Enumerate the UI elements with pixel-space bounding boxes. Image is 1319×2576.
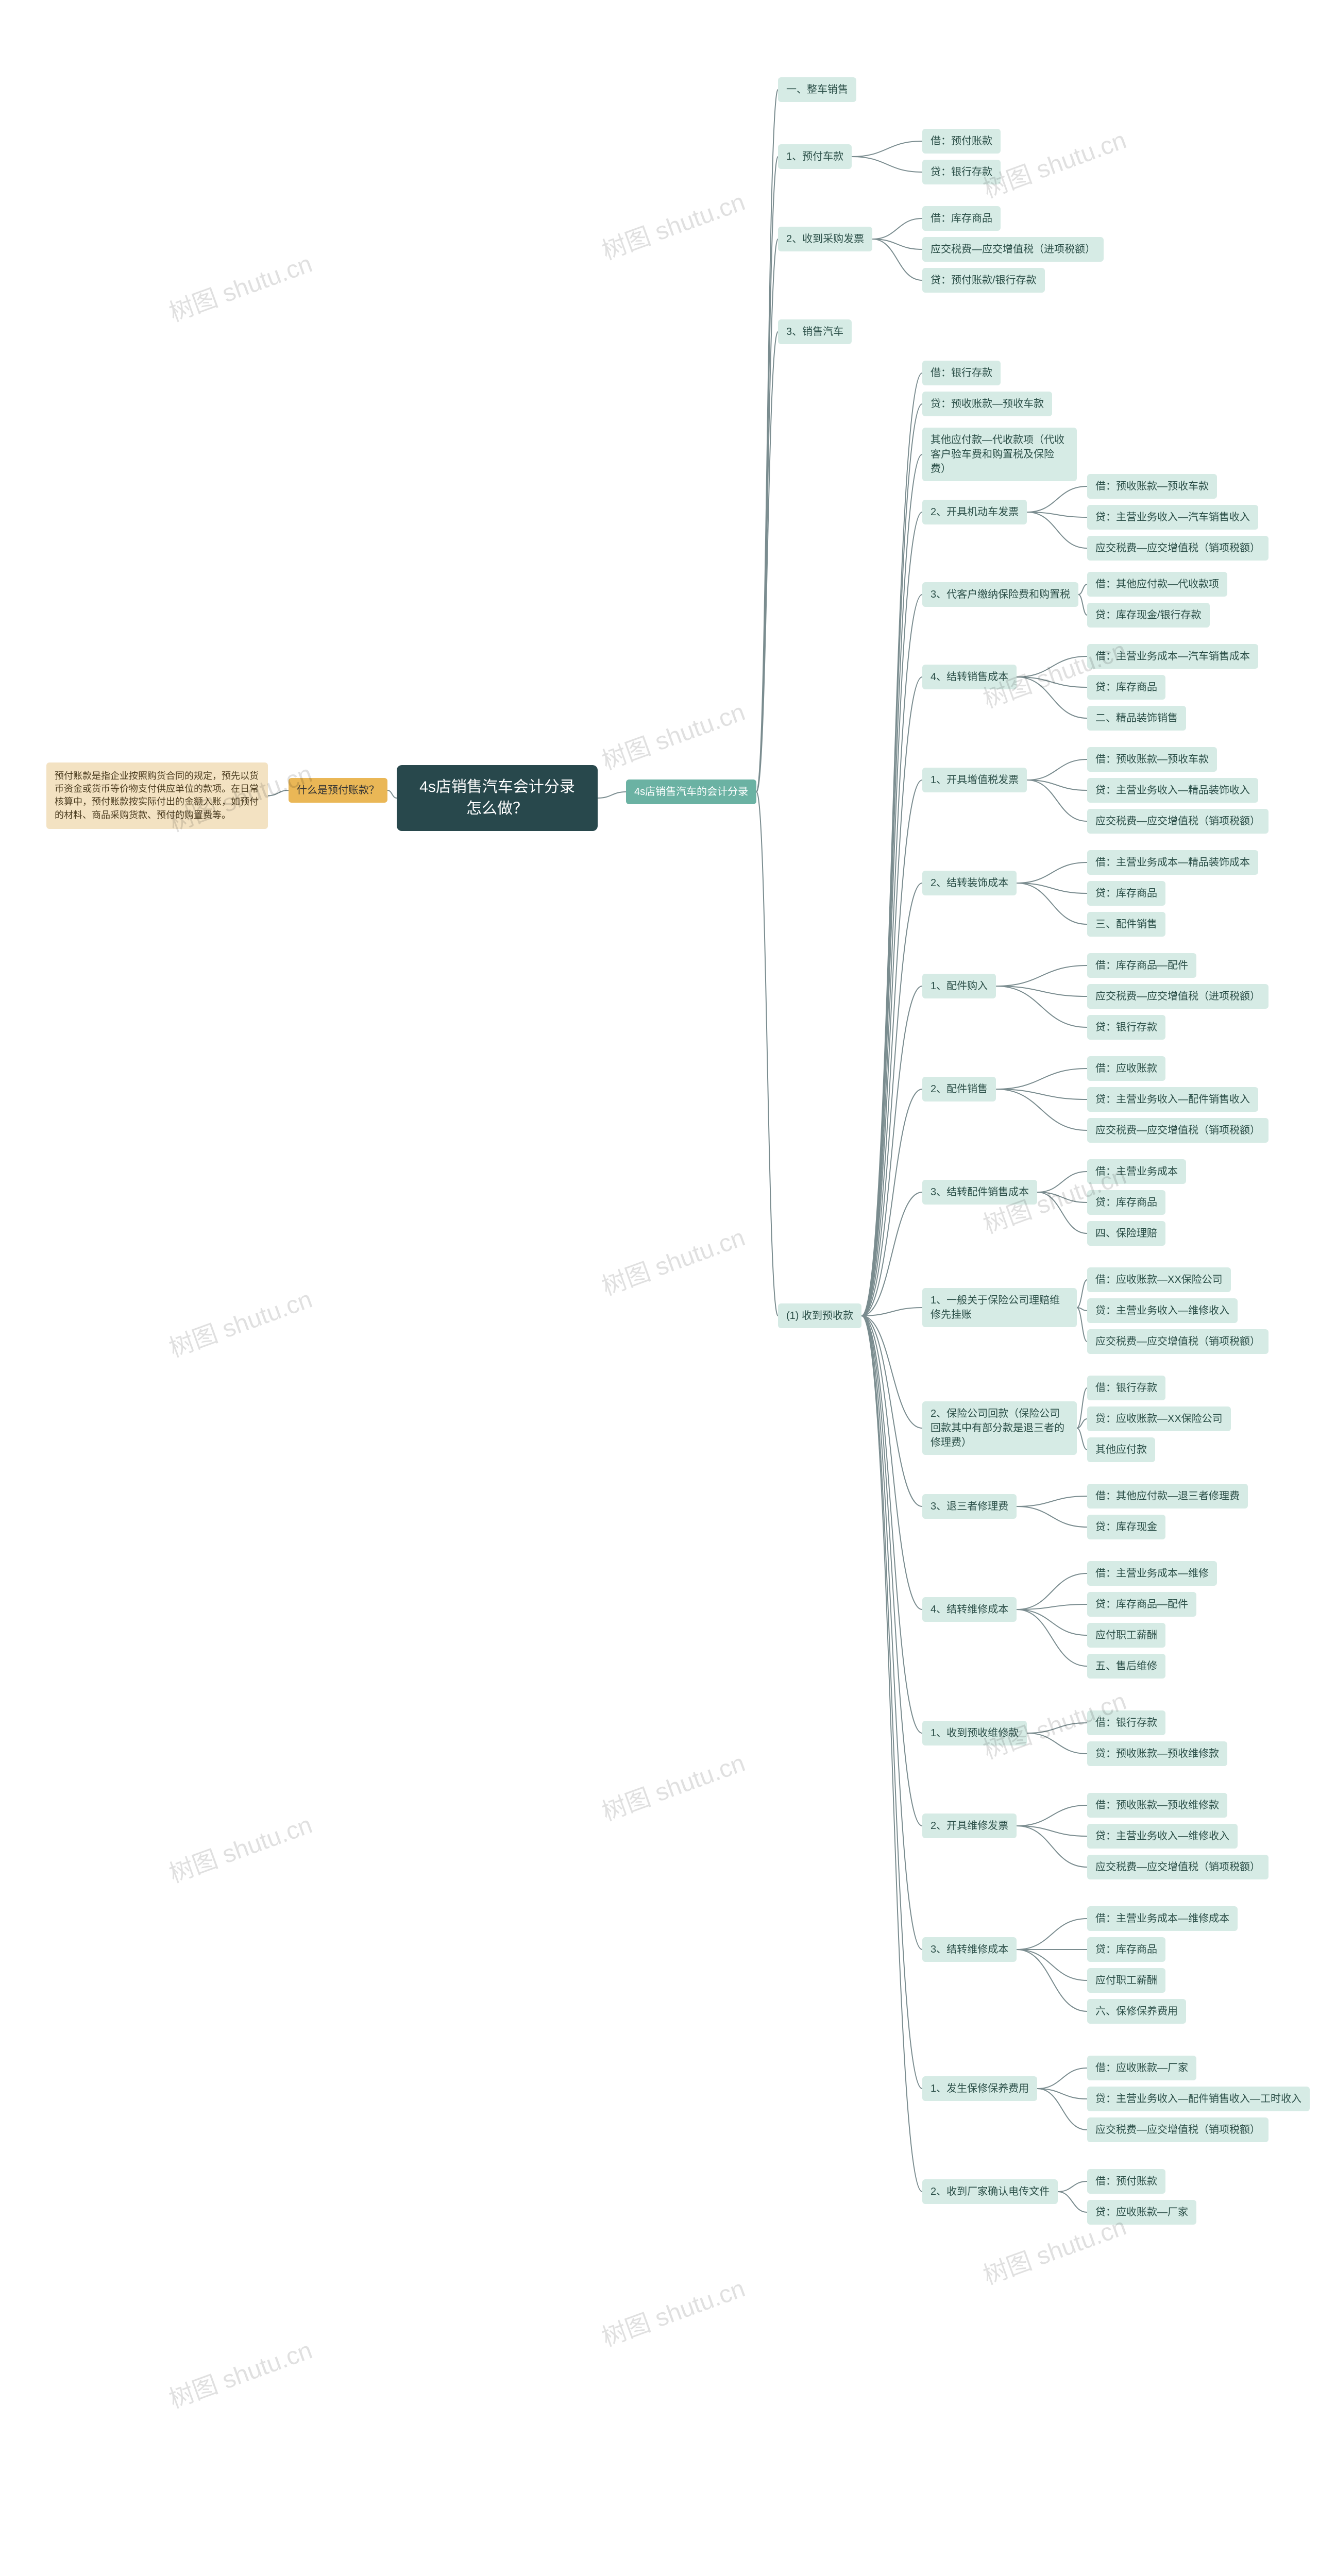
mindmap-node: 贷：应收账款—XX保险公司 bbox=[1087, 1406, 1231, 1431]
mindmap-node: 1、收到预收维修款 bbox=[922, 1721, 1027, 1745]
mindmap-node: 贷：应收账款—厂家 bbox=[1087, 2200, 1196, 2225]
mindmap-node: 贷：预付账款/银行存款 bbox=[922, 268, 1045, 293]
watermark: 树图 shutu.cn bbox=[596, 1742, 749, 1827]
mindmap-node: 应交税费—应交增值税（进项税额） bbox=[1087, 984, 1269, 1009]
mindmap-node: 贷：库存商品 bbox=[1087, 675, 1165, 700]
main-branch-node: 4s店销售汽车的会计分录 bbox=[626, 779, 756, 804]
mindmap-node: 贷：库存商品 bbox=[1087, 1190, 1165, 1215]
mindmap-node: 应交税费—应交增值税（销项税额） bbox=[1087, 1855, 1269, 1879]
mindmap-node: 借：库存商品 bbox=[922, 206, 1001, 231]
mindmap-node: 五、售后维修 bbox=[1087, 1654, 1165, 1679]
mindmap-node: 2、开具机动车发票 bbox=[922, 500, 1027, 524]
mindmap-node: 应交税费—应交增值税（进项税额） bbox=[922, 237, 1104, 262]
watermark: 树图 shutu.cn bbox=[596, 1217, 749, 1302]
root-node: 4s店销售汽车会计分录怎么做？ bbox=[397, 765, 598, 831]
watermark: 树图 shutu.cn bbox=[163, 1804, 316, 1889]
mindmap-node: 三、配件销售 bbox=[1087, 912, 1165, 937]
mindmap-node: 借：库存商品—配件 bbox=[1087, 953, 1196, 978]
mindmap-node: 1、发生保修保养费用 bbox=[922, 2076, 1037, 2101]
mindmap-node: 贷：预收账款—预收维修款 bbox=[1087, 1741, 1227, 1766]
mindmap-node: 贷：主营业务收入—汽车销售收入 bbox=[1087, 505, 1258, 530]
watermark: 树图 shutu.cn bbox=[163, 1279, 316, 1364]
mindmap-node: 1、开具增值税发票 bbox=[922, 768, 1027, 792]
question-node: 什么是预付账款？ bbox=[289, 778, 387, 803]
mindmap-node: 4、结转维修成本 bbox=[922, 1597, 1017, 1622]
watermark: 树图 shutu.cn bbox=[163, 243, 316, 328]
mindmap-node: 借：主营业务成本—维修成本 bbox=[1087, 1906, 1238, 1931]
mindmap-node: 借：银行存款 bbox=[1087, 1710, 1165, 1735]
mindmap-node: 借：应收账款 bbox=[1087, 1056, 1165, 1081]
mindmap-node: 贷：主营业务收入—精品装饰收入 bbox=[1087, 778, 1258, 803]
mindmap-node: 1、一般关于保险公司理赔维修先挂账 bbox=[922, 1288, 1077, 1327]
mindmap-node: 2、保险公司回款（保险公司回款其中有部分款是退三者的修理费） bbox=[922, 1401, 1077, 1455]
watermark: 树图 shutu.cn bbox=[596, 181, 749, 266]
mindmap-node: 贷：库存现金 bbox=[1087, 1515, 1165, 1539]
mindmap-node: 六、保修保养费用 bbox=[1087, 1999, 1186, 2024]
mindmap-node: 借：其他应付款—代收款项 bbox=[1087, 572, 1227, 597]
mindmap-node: 应交税费—应交增值税（销项税额） bbox=[1087, 2117, 1269, 2142]
mindmap-node: (1) 收到预收款 bbox=[778, 1303, 861, 1328]
mindmap-node: 其他应付款—代收款项（代收客户验车费和购置税及保险费） bbox=[922, 428, 1077, 481]
mindmap-node: 贷：预收账款—预收车款 bbox=[922, 392, 1052, 416]
mindmap-node: 应交税费—应交增值税（销项税额） bbox=[1087, 1329, 1269, 1354]
watermark: 树图 shutu.cn bbox=[596, 691, 749, 776]
mindmap-node: 3、退三者修理费 bbox=[922, 1494, 1017, 1519]
mindmap-node: 借：主营业务成本—汽车销售成本 bbox=[1087, 644, 1258, 669]
mindmap-node: 应交税费—应交增值税（销项税额） bbox=[1087, 536, 1269, 561]
mindmap-node: 贷：库存现金/银行存款 bbox=[1087, 603, 1210, 628]
mindmap-node: 贷：库存商品 bbox=[1087, 1937, 1165, 1962]
mindmap-node: 4、结转销售成本 bbox=[922, 665, 1017, 689]
mindmap-node: 2、收到采购发票 bbox=[778, 227, 872, 251]
mindmap-node: 贷：主营业务收入—配件销售收入 bbox=[1087, 1087, 1258, 1112]
mindmap-node: 借：应收账款—XX保险公司 bbox=[1087, 1267, 1231, 1292]
mindmap-node: 3、销售汽车 bbox=[778, 319, 852, 344]
mindmap-node: 一、整车销售 bbox=[778, 77, 856, 102]
mindmap-node: 借：银行存款 bbox=[1087, 1376, 1165, 1400]
definition-node: 预付账款是指企业按照购货合同的规定，预先以货币资金或货币等价物支付供应单位的款项… bbox=[46, 762, 268, 829]
mindmap-node: 3、结转维修成本 bbox=[922, 1937, 1017, 1962]
watermark: 树图 shutu.cn bbox=[596, 2268, 749, 2353]
mindmap-node: 3、结转配件销售成本 bbox=[922, 1180, 1037, 1205]
mindmap-node: 1、配件购入 bbox=[922, 974, 996, 998]
mindmap-node: 四、保险理赔 bbox=[1087, 1221, 1165, 1246]
mindmap-node: 借：应收账款—厂家 bbox=[1087, 2056, 1196, 2080]
mindmap-node: 二、精品装饰销售 bbox=[1087, 706, 1186, 731]
mindmap-node: 应付职工薪酬 bbox=[1087, 1623, 1165, 1648]
mindmap-node: 2、配件销售 bbox=[922, 1077, 996, 1101]
mindmap-node: 借：主营业务成本—精品装饰成本 bbox=[1087, 850, 1258, 875]
mindmap-node: 借：其他应付款—退三者修理费 bbox=[1087, 1484, 1248, 1509]
mindmap-node: 借：银行存款 bbox=[922, 361, 1001, 385]
mindmap-node: 借：预收账款—预收车款 bbox=[1087, 747, 1217, 772]
mindmap-node: 借：主营业务成本 bbox=[1087, 1159, 1186, 1184]
mindmap-node: 贷：主营业务收入—维修收入 bbox=[1087, 1824, 1238, 1849]
mindmap-node: 其他应付款 bbox=[1087, 1437, 1155, 1462]
mindmap-node: 贷：银行存款 bbox=[922, 160, 1001, 184]
mindmap-node: 1、预付车款 bbox=[778, 144, 852, 169]
mindmap-node: 贷：主营业务收入—维修收入 bbox=[1087, 1298, 1238, 1323]
mindmap-node: 应付职工薪酬 bbox=[1087, 1968, 1165, 1993]
mindmap-node: 借：预收账款—预收维修款 bbox=[1087, 1793, 1227, 1818]
mindmap-node: 2、收到厂家确认电传文件 bbox=[922, 2179, 1058, 2204]
mindmap-node: 借：预收账款—预收车款 bbox=[1087, 474, 1217, 499]
mindmap-node: 2、结转装饰成本 bbox=[922, 871, 1017, 895]
mindmap-node: 贷：主营业务收入—配件销售收入—工时收入 bbox=[1087, 2087, 1310, 2111]
mindmap-node: 贷：银行存款 bbox=[1087, 1015, 1165, 1040]
mindmap-node: 借：主营业务成本—维修 bbox=[1087, 1561, 1217, 1586]
mindmap-node: 借：预付账款 bbox=[922, 129, 1001, 154]
mindmap-node: 贷：库存商品—配件 bbox=[1087, 1592, 1196, 1617]
watermark: 树图 shutu.cn bbox=[163, 2330, 316, 2415]
mindmap-node: 3、代客户缴纳保险费和购置税 bbox=[922, 582, 1078, 607]
mindmap-node: 贷：库存商品 bbox=[1087, 881, 1165, 906]
mindmap-node: 应交税费—应交增值税（销项税额） bbox=[1087, 1118, 1269, 1143]
mindmap-node: 借：预付账款 bbox=[1087, 2169, 1165, 2194]
mindmap-node: 应交税费—应交增值税（销项税额） bbox=[1087, 809, 1269, 834]
mindmap-node: 2、开具维修发票 bbox=[922, 1814, 1017, 1838]
